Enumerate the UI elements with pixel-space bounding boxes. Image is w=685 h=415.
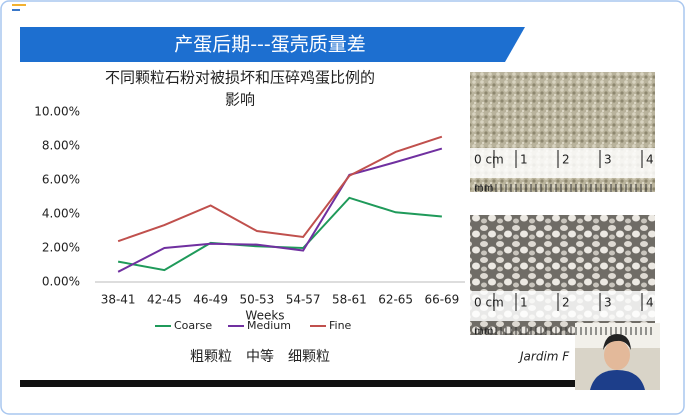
webcam-hair (603, 334, 631, 350)
x-tick-label: 46-49 (193, 293, 228, 307)
x-tick-label: 42-45 (147, 293, 182, 307)
legend-label: Coarse (174, 319, 212, 332)
ruler-label: 1 (520, 153, 528, 167)
ruler-label: 1 (520, 296, 528, 310)
webcam-face (604, 340, 630, 370)
ruler-label: 4 (646, 296, 654, 310)
ruler-unit: mm (474, 183, 493, 194)
x-tick-label: 50-53 (239, 293, 274, 307)
ruler-label: 3 (604, 153, 612, 167)
ruler (470, 148, 655, 178)
photo-credit: Jardim F (518, 350, 570, 364)
x-axis-label: Weeks (245, 309, 284, 323)
y-tick-label: 0.00% (42, 275, 80, 289)
ruler-unit: mm (474, 326, 493, 337)
series-line (117, 147, 443, 273)
x-tick-label: 66-69 (424, 293, 459, 307)
slide-title: 产蛋后期---蛋壳质量差 (174, 34, 366, 56)
ruler (470, 291, 655, 321)
icon (12, 4, 26, 6)
y-tick-label: 10.00% (34, 105, 80, 119)
webcam-body (590, 370, 645, 390)
x-tick-label: 54-57 (286, 293, 321, 307)
ruler-label: 3 (604, 296, 612, 310)
chart-title: 不同颗粒石粉对被损坏和压碎鸡蛋比例的 (105, 69, 375, 87)
legend-label: Fine (329, 319, 352, 332)
y-tick-label: 6.00% (42, 173, 80, 187)
series-line (117, 135, 443, 243)
y-tick-label: 8.00% (42, 139, 80, 153)
legend-label: Medium (247, 319, 291, 332)
x-tick-label: 58-61 (332, 293, 367, 307)
y-tick-label: 4.00% (42, 207, 80, 221)
footer-bar (20, 380, 660, 387)
ruler-label: 0 cm (474, 153, 504, 167)
title-banner (20, 27, 525, 62)
y-tick-label: 2.00% (42, 241, 80, 255)
caption: 粗颗粒 中等 细颗粒 (190, 348, 330, 365)
x-tick-label: 62-65 (378, 293, 413, 307)
chart-subtitle: 影响 (225, 91, 255, 109)
ruler-label: 4 (646, 153, 654, 167)
ruler-label: 0 cm (474, 296, 504, 310)
ruler-label: 2 (562, 296, 570, 310)
icon (12, 9, 20, 11)
ruler-label: 2 (562, 153, 570, 167)
x-tick-label: 38-41 (101, 293, 136, 307)
